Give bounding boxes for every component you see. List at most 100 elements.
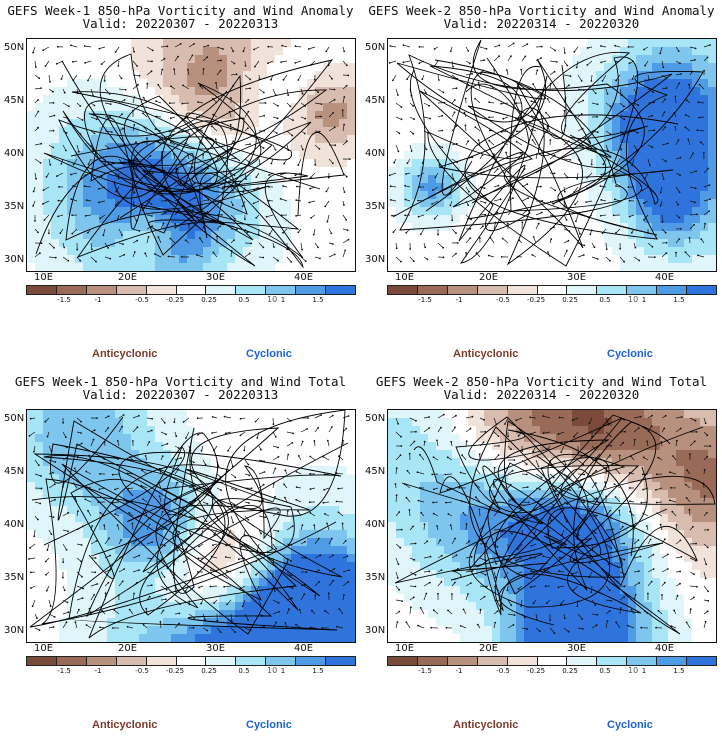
- panel-week2-total: GEFS Week-2 850-hPa Vorticity and Wind T…: [361, 371, 722, 742]
- coastline: [441, 39, 704, 240]
- colorbar-segment: [597, 657, 628, 665]
- lat-label: 50N: [365, 42, 386, 53]
- colorbar-label: 1: [641, 667, 647, 675]
- colorbar-segment: [627, 286, 658, 294]
- colorbar-segment: [507, 657, 538, 665]
- legend-cyclonic: Cyclonic: [607, 348, 653, 360]
- lat-label: 50N: [4, 42, 25, 53]
- colorbar-segment: [447, 286, 478, 294]
- colorbar-segment: [296, 657, 327, 665]
- lon-label: 10E: [34, 643, 54, 654]
- coastline: [62, 110, 312, 256]
- colorbar-segment: [236, 657, 267, 665]
- lat-label: 40N: [365, 519, 386, 530]
- colorbar-label: 0.25: [562, 667, 578, 675]
- vorticity-field: [388, 410, 716, 642]
- colorbar-segment: [657, 657, 688, 665]
- colorbar-scale: 10: [267, 295, 278, 304]
- colorbar: [26, 285, 356, 295]
- lat-label: 30N: [365, 625, 386, 636]
- colorbar-segment: [687, 286, 716, 294]
- colorbar-segment: [567, 657, 598, 665]
- colorbar-label: 1.5: [312, 296, 324, 304]
- coastline: [439, 414, 671, 612]
- colorbar-segment: [27, 657, 57, 665]
- vorticity-field: [388, 39, 716, 271]
- panel-title: GEFS Week-2 850-hPa Vorticity and Wind A…: [368, 3, 715, 18]
- colorbar-segment: [687, 657, 716, 665]
- colorbar-segment: [597, 286, 628, 294]
- colorbar-label: 1: [280, 667, 286, 675]
- colorbar-segment: [657, 286, 688, 294]
- lon-label: 40E: [294, 643, 314, 654]
- colorbar-segment: [417, 657, 448, 665]
- lon-label: 40E: [655, 643, 675, 654]
- lon-label: 30E: [567, 643, 587, 654]
- colorbar-segment: [388, 286, 418, 294]
- coastline: [399, 54, 673, 231]
- colorbar-label: 1.5: [673, 667, 685, 675]
- colorbar-segment: [477, 657, 508, 665]
- colorbar-segment: [296, 286, 327, 294]
- legend-cyclonic: Cyclonic: [607, 719, 653, 731]
- coastline: [487, 421, 698, 595]
- lon-label: 40E: [294, 272, 314, 283]
- panel-valid-date: Valid: 20220307 - 20220313: [82, 387, 279, 402]
- legend-anticyclonic: Anticyclonic: [453, 348, 519, 360]
- colorbar-label: 0.5: [238, 667, 250, 675]
- coastline: [88, 410, 346, 639]
- colorbar-segment: [56, 286, 87, 294]
- lat-label: 45N: [365, 95, 386, 106]
- panel-valid-date: Valid: 20220314 - 20220320: [443, 387, 640, 402]
- vorticity-map: [26, 409, 356, 643]
- legend-cyclonic: Cyclonic: [246, 348, 292, 360]
- lon-label: 20E: [479, 643, 499, 654]
- colorbar-segment: [477, 286, 508, 294]
- lat-label: 50N: [4, 413, 25, 424]
- colorbar-segment: [86, 286, 117, 294]
- lat-label: 35N: [365, 201, 386, 212]
- colorbar-label: -1.5: [57, 667, 71, 675]
- lat-label: 40N: [365, 148, 386, 159]
- lon-label: 40E: [655, 272, 675, 283]
- vorticity-map: [387, 409, 717, 643]
- colorbar-label: -1: [94, 667, 102, 675]
- lon-label: 10E: [395, 643, 415, 654]
- colorbar-segment: [507, 286, 538, 294]
- colorbar-segment: [236, 286, 267, 294]
- colorbar-segment: [326, 286, 355, 294]
- colorbar-segment: [206, 286, 237, 294]
- lat-label: 30N: [4, 254, 25, 265]
- lon-label: 30E: [206, 643, 226, 654]
- colorbar-scale: 10: [628, 295, 639, 304]
- colorbar-segment: [176, 286, 207, 294]
- lat-label: 35N: [4, 201, 25, 212]
- colorbar-segment: [27, 286, 57, 294]
- panel-title: GEFS Week-2 850-hPa Vorticity and Wind T…: [375, 374, 708, 389]
- colorbar-label: -1.5: [57, 296, 71, 304]
- colorbar-segment: [86, 657, 117, 665]
- colorbar-label: 1.5: [673, 296, 685, 304]
- legend-anticyclonic: Anticyclonic: [92, 348, 158, 360]
- lat-label: 45N: [4, 466, 25, 477]
- vorticity-map: [387, 38, 717, 272]
- lon-label: 20E: [118, 643, 138, 654]
- colorbar-label: 0.25: [562, 296, 578, 304]
- lat-label: 45N: [365, 466, 386, 477]
- coastline: [468, 416, 664, 626]
- colorbar-segment: [116, 286, 147, 294]
- panel-valid-date: Valid: 20220307 - 20220313: [82, 16, 279, 31]
- colorbar-label: 0.25: [201, 296, 217, 304]
- colorbar-label: -0.25: [526, 667, 546, 675]
- coastline: [43, 74, 293, 215]
- colorbar-segment: [447, 657, 478, 665]
- colorbar-label: -1.5: [418, 296, 432, 304]
- coastline: [394, 426, 716, 584]
- coastline: [88, 113, 321, 269]
- colorbar-segment: [206, 657, 237, 665]
- colorbar: [387, 656, 717, 666]
- colorbar-segment: [537, 657, 568, 665]
- colorbar-segment: [176, 657, 207, 665]
- lon-label: 20E: [479, 272, 499, 283]
- panel-week1-total: GEFS Week-1 850-hPa Vorticity and Wind T…: [0, 371, 361, 742]
